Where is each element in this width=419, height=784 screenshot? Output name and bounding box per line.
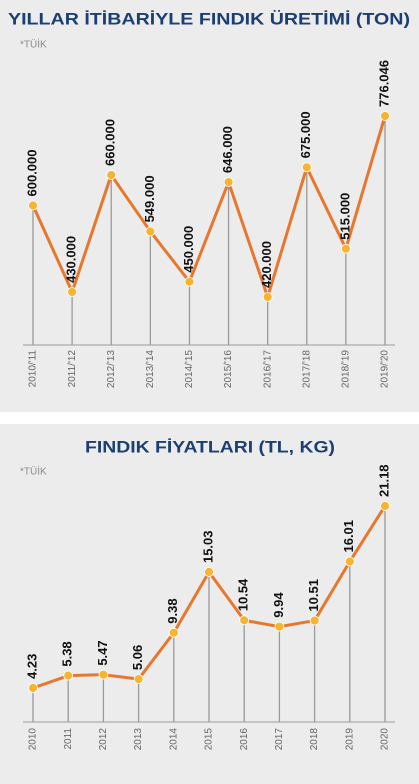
x-tick-label: 2018	[309, 728, 320, 751]
value-label: 600.000	[24, 149, 39, 196]
marker	[168, 627, 179, 638]
value-label: 9.94	[271, 592, 286, 618]
x-tick-label: 2011	[63, 728, 74, 750]
x-tick-label: 2017	[274, 728, 285, 751]
marker	[106, 170, 117, 180]
x-tick-label: 2017/'18	[301, 350, 312, 388]
x-tick-label: 2016	[239, 728, 250, 751]
marker	[344, 556, 355, 567]
value-label: 15.03	[200, 530, 215, 563]
marker	[309, 615, 320, 626]
source: *TÜİK	[20, 465, 47, 478]
x-tick-label: 2013	[133, 728, 144, 751]
x-tick-label: 2010	[28, 728, 39, 751]
value-label: 420.000	[259, 241, 274, 288]
value-label: 9.38	[165, 598, 180, 623]
marker	[223, 177, 234, 188]
x-tick-label: 2015	[204, 728, 215, 751]
marker	[262, 292, 273, 302]
marker	[380, 111, 390, 121]
chart-title: YILLAR İTİBARİYLE FINDIK ÜRETİMİ (TON)	[8, 9, 410, 28]
x-tick-label: 2014/'15	[184, 350, 195, 388]
value-label: 450.000	[181, 226, 196, 273]
value-label: 646.000	[220, 126, 235, 173]
value-label: 5.47	[95, 640, 110, 665]
panel	[0, 0, 419, 412]
value-label: 16.01	[341, 520, 356, 553]
x-tick-label: 2020	[380, 728, 391, 751]
marker	[274, 621, 285, 632]
value-label: 5.06	[130, 645, 145, 670]
x-tick-label: 2019	[344, 728, 355, 751]
marker	[28, 200, 38, 211]
x-tick-label: 2012/'13	[106, 350, 117, 388]
marker	[380, 501, 390, 511]
value-label: 430.000	[64, 236, 79, 283]
value-label: 5.38	[60, 641, 75, 666]
marker	[340, 243, 351, 254]
value-label: 4.23	[24, 654, 39, 679]
marker	[133, 674, 144, 684]
source: *TÜİK	[20, 38, 47, 51]
x-tick-label: 2014	[168, 728, 179, 751]
value-label: 515.000	[337, 193, 352, 240]
value-label: 776.046	[376, 60, 391, 107]
x-tick-label: 2019/'20	[380, 350, 391, 388]
value-label: 549.000	[142, 175, 157, 222]
marker	[301, 162, 312, 173]
marker	[67, 287, 78, 297]
marker	[28, 683, 38, 693]
marker	[63, 670, 74, 681]
x-tick-label: 2012	[98, 728, 109, 751]
x-tick-label: 2010/'11	[28, 350, 39, 388]
x-tick-label: 2018/'19	[341, 350, 352, 388]
marker	[184, 276, 195, 287]
marker	[204, 567, 214, 577]
marker	[98, 669, 109, 680]
x-tick-label: 2013/'14	[145, 350, 156, 388]
value-label: 10.54	[236, 578, 251, 611]
value-label: 21.18	[376, 464, 391, 497]
value-label: 10.51	[306, 579, 321, 612]
marker	[239, 615, 250, 626]
chart-title: FINDIK FİYATLARI (TL, KG)	[85, 437, 335, 456]
series-line	[31, 115, 387, 299]
value-label: 675.000	[298, 111, 313, 158]
value-label: 660.000	[103, 119, 118, 166]
marker	[145, 226, 156, 237]
x-tick-label: 2015/'16	[223, 350, 234, 388]
x-tick-label: 2011/'12	[67, 350, 78, 388]
x-tick-label: 2016/'17	[262, 350, 273, 388]
